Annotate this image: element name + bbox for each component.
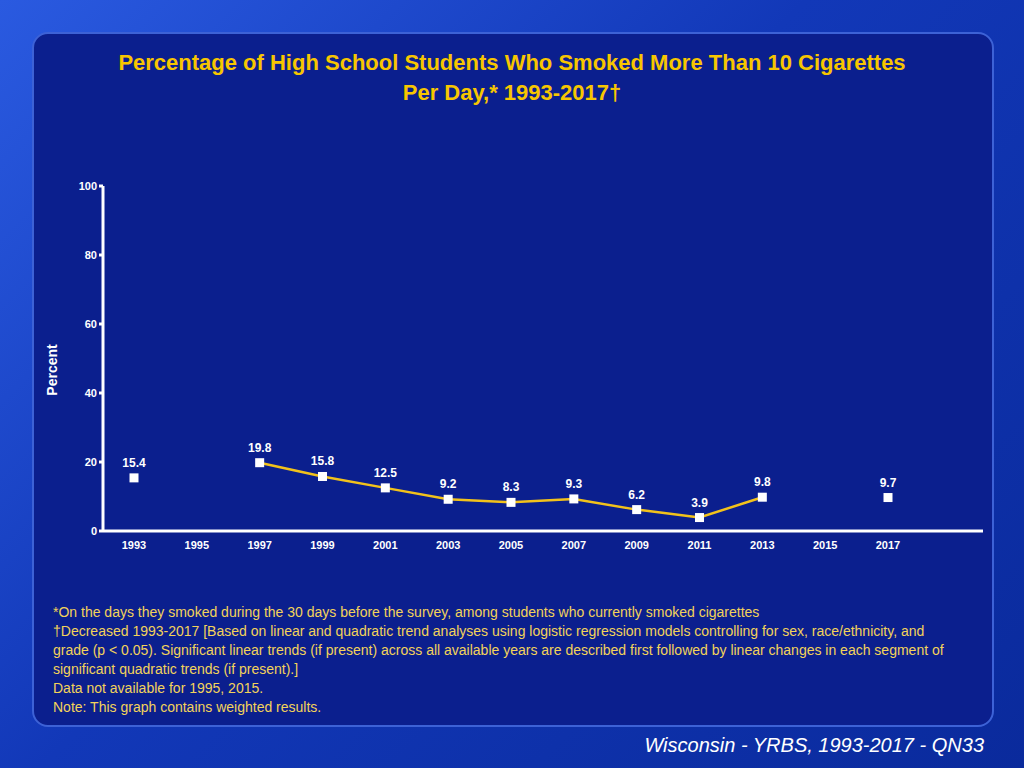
svg-text:2009: 2009	[624, 539, 648, 551]
svg-text:15.4: 15.4	[122, 456, 146, 470]
svg-text:2005: 2005	[499, 539, 523, 551]
svg-text:15.8: 15.8	[311, 454, 335, 468]
svg-text:40: 40	[85, 387, 97, 399]
svg-text:80: 80	[85, 249, 97, 261]
svg-text:9.7: 9.7	[880, 476, 897, 490]
svg-text:1997: 1997	[247, 539, 271, 551]
html-text:Percent: Percent	[44, 344, 60, 396]
svg-text:2001: 2001	[373, 539, 397, 551]
svg-text:8.3: 8.3	[503, 480, 520, 494]
svg-text:1995: 1995	[185, 539, 209, 551]
svg-text:2011: 2011	[688, 539, 712, 551]
svg-text:2015: 2015	[813, 539, 837, 551]
svg-text:1993: 1993	[122, 539, 146, 551]
html-text:Percentage of High School Stud: Percentage of High School Students Who S…	[118, 50, 906, 105]
svg-text:2017: 2017	[876, 539, 900, 551]
svg-text:2007: 2007	[562, 539, 586, 551]
svg-text:9.2: 9.2	[440, 477, 457, 491]
svg-text:19.8: 19.8	[248, 441, 272, 455]
html-text:Wisconsin - YRBS, 1993-2017 -: Wisconsin - YRBS, 1993-2017 - QN33	[644, 734, 984, 756]
svg-text:3.9: 3.9	[691, 496, 708, 510]
svg-text:100: 100	[79, 180, 97, 192]
svg-text:60: 60	[85, 318, 97, 330]
svg-text:2003: 2003	[436, 539, 460, 551]
svg-text:12.5: 12.5	[374, 466, 398, 480]
svg-text:9.3: 9.3	[565, 477, 582, 491]
svg-text:9.8: 9.8	[754, 475, 771, 489]
svg-text:0: 0	[91, 525, 97, 537]
html-text:Data not available for 1995, 2: Data not available for 1995, 2015.	[53, 680, 264, 696]
svg-text:20: 20	[85, 456, 97, 468]
svg-text:6.2: 6.2	[628, 488, 645, 502]
svg-text:1999: 1999	[310, 539, 334, 551]
html-text:*On the days they smoked durin: *On the days they smoked during the 30 d…	[53, 604, 760, 620]
svg-text:2013: 2013	[750, 539, 774, 551]
html-text:Note: This graph contains weig: Note: This graph contains weighted resul…	[53, 699, 322, 715]
html-text:†Decreased 1993-2017 [Based on: †Decreased 1993-2017 [Based on linear an…	[53, 623, 944, 677]
